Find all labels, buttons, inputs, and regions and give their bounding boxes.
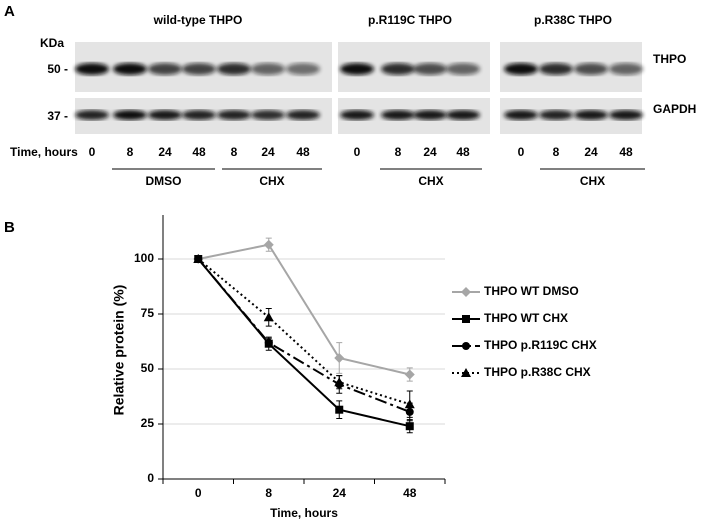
x-tick-label: 0 [195,486,202,500]
series-line [197,258,411,413]
legend-label: THPO p.R38C CHX [484,365,591,379]
legend-label: THPO WT CHX [484,311,568,325]
band [381,110,415,120]
x-tick-label: 8 [265,486,272,500]
marker-label: 37 - [47,109,68,123]
band [574,110,608,120]
band [340,110,374,120]
band [286,63,320,75]
legend-label: THPO WT DMSO [484,284,579,298]
band [113,110,147,120]
band [75,63,109,75]
marker [335,405,344,414]
marker [263,239,274,250]
lane-label: 48 [619,145,633,159]
band [609,63,643,75]
band [539,110,573,120]
band [148,63,182,75]
lane-label: 8 [231,145,238,159]
band [251,63,285,75]
legend-marker [461,368,471,377]
band [504,63,538,75]
lane-label: 48 [456,145,470,159]
marker [404,399,415,409]
band [217,63,251,75]
y-tick-label: 75 [141,306,155,320]
legend-label: THPO p.R119C CHX [484,338,597,352]
band [75,110,109,120]
x-axis-label: Time, hours [270,506,338,520]
band [504,110,538,120]
band [539,63,573,75]
band [381,63,415,75]
time-label: Time, hours [10,145,78,159]
group-title: wild-type THPO [153,13,243,27]
series-line [198,243,410,376]
band [286,110,320,120]
treatment-label: CHX [418,174,443,188]
lane-label: 0 [518,145,525,159]
treatment-label: CHX [259,174,284,188]
marker [404,369,415,380]
series-line [197,258,411,406]
lane-label: 24 [158,145,172,159]
protein-label: GAPDH [653,102,696,116]
x-tick-label: 24 [333,486,347,500]
y-tick-label: 25 [141,416,155,430]
band [217,110,251,120]
y-tick-label: 0 [147,471,154,485]
y-tick-label: 100 [134,251,154,265]
legend-marker [462,315,470,323]
x-tick-label: 48 [403,486,417,500]
marker-label: 50 - [47,62,68,76]
lane-label: 0 [89,145,96,159]
blots: 0 8 24 48 8 24 48 DMSO CHX 0 8 24 48 CHX 0 8 24 48 CHX [75,42,645,188]
protein-label: THPO [653,52,686,66]
treatment-label: DMSO [146,174,182,188]
band [340,63,374,75]
marker [334,353,345,363]
treatment-label: CHX [580,174,605,188]
band [148,110,182,120]
marker [405,422,414,431]
panel-label: B [4,219,15,236]
band [574,63,608,75]
legend-marker [462,342,470,350]
lane-label: 8 [395,145,402,159]
lane-label: 8 [553,145,560,159]
band [113,63,147,75]
band [446,63,480,75]
lane-label: 8 [127,145,134,159]
lane-label: 24 [261,145,275,159]
lane-label: 0 [354,145,361,159]
lane-label: 48 [296,145,310,159]
lane-label: 48 [192,145,206,159]
y-tick-label: 50 [141,361,155,375]
legend-marker [461,287,471,297]
unit-label: KDa [40,36,64,50]
band [251,110,285,120]
band [446,110,480,120]
panel-label: A [4,3,15,20]
band [609,110,643,120]
band [182,110,216,120]
marker [264,338,273,347]
marker [193,254,204,263]
marker [334,377,345,387]
y-axis-label: Relative protein (%) [111,285,127,416]
band [182,63,216,75]
lane-label: 24 [584,145,598,159]
band [413,110,447,120]
lane-label: 24 [423,145,437,159]
marker [263,312,274,322]
group-title: p.R38C THPO [534,13,612,27]
band [413,63,447,75]
group-title: p.R119C THPO [368,13,452,27]
